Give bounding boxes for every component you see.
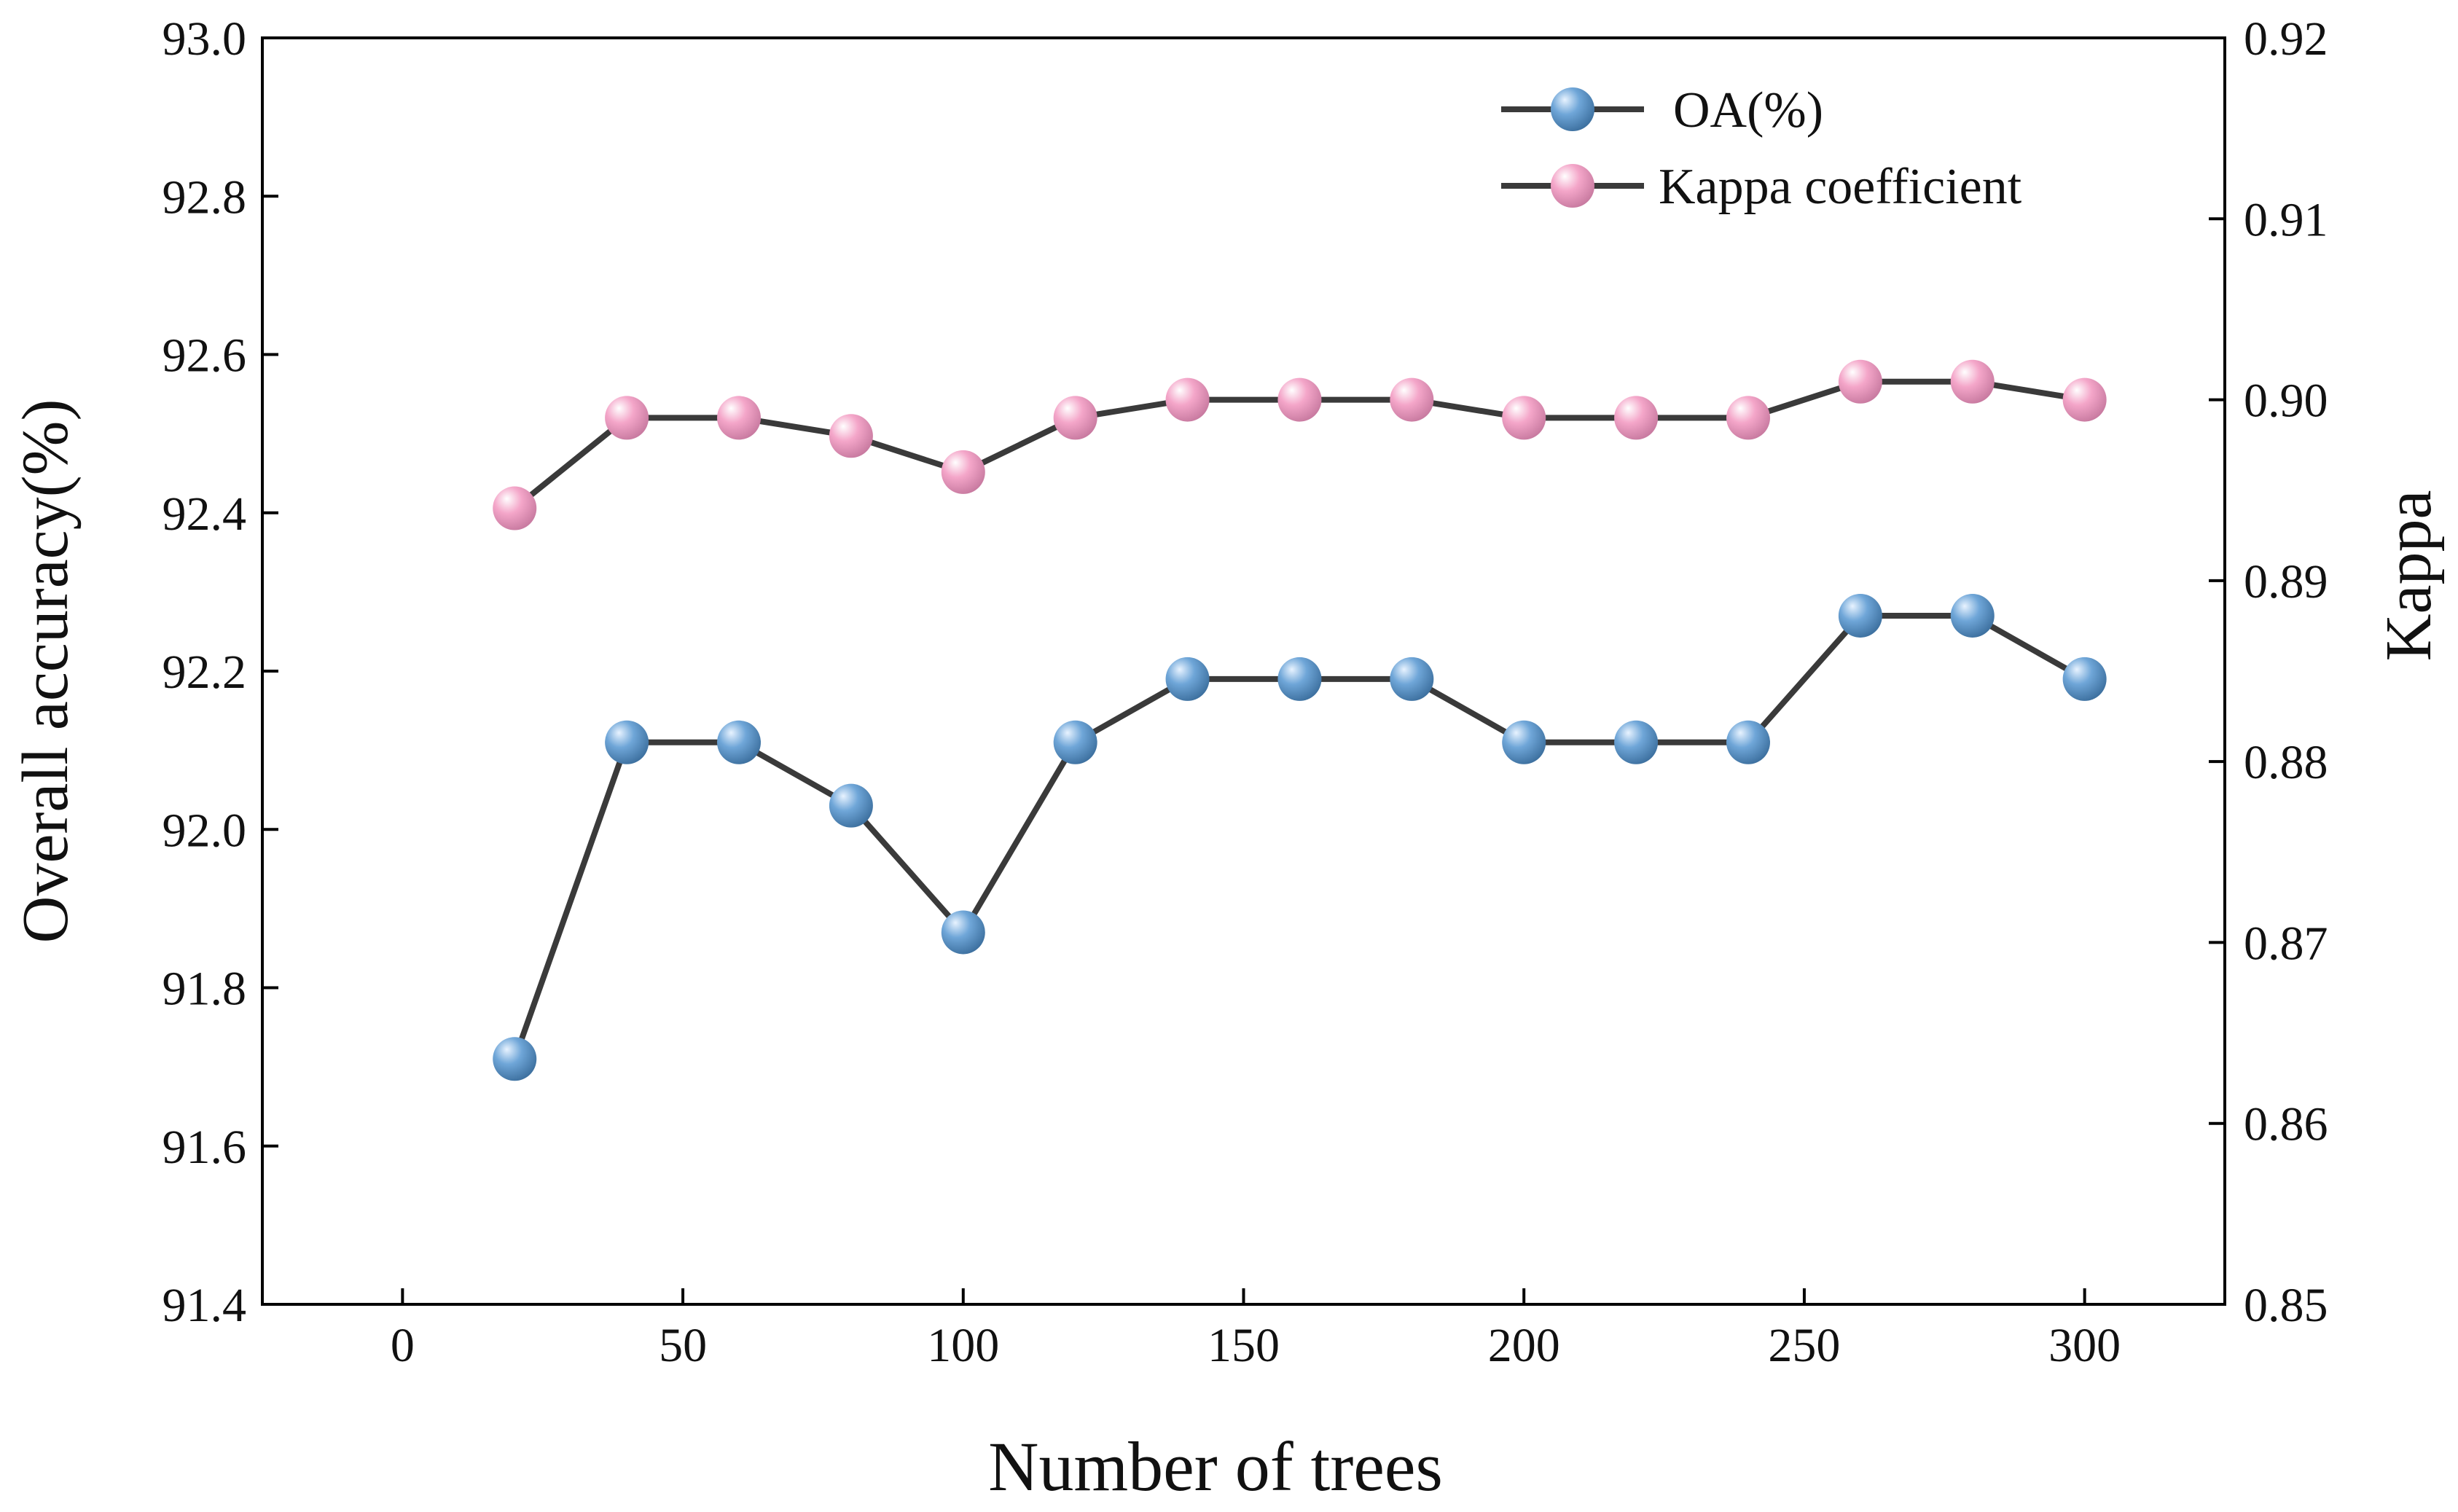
data-point-kappa [717, 396, 762, 440]
data-point-oa [717, 720, 762, 764]
data-point-oa [1838, 593, 1882, 638]
right-y-axis-ticks: 0.85 0.86 0.87 0.88 0.89 0.90 0.91 0.92 [2209, 12, 2328, 1332]
data-point-oa [1726, 720, 1770, 764]
data-point-kappa [1277, 377, 1322, 422]
left-y-tick-label: 91.4 [163, 1279, 247, 1332]
data-point-kappa [1726, 396, 1770, 440]
data-point-kappa [2062, 377, 2107, 422]
data-point-oa [1502, 720, 1546, 764]
data-point-oa [1053, 720, 1097, 764]
data-point-kappa [941, 450, 985, 494]
data-point-kappa [1950, 359, 1995, 404]
left-y-tick-label: 91.6 [163, 1121, 247, 1174]
legend-label-kappa: Kappa coefficient [1659, 159, 2022, 215]
data-point-kappa [1838, 359, 1882, 404]
x-tick-label: 50 [659, 1319, 707, 1372]
right-y-tick-label: 0.90 [2244, 375, 2328, 428]
left-y-tick-label: 92.2 [163, 646, 247, 699]
left-y-tick-label: 92.8 [163, 171, 247, 224]
left-y-axis-ticks: 91.4 91.6 91.8 92.0 92.2 92.4 92.6 92.8 93.0 [163, 12, 278, 1332]
data-point-kappa [605, 396, 649, 440]
x-tick-label: 150 [1208, 1319, 1280, 1372]
left-y-axis-title: Overall accuracy(%) [9, 399, 82, 944]
x-tick-label: 0 [391, 1319, 415, 1372]
legend: OA(%) Kappa coefficient [1501, 82, 2022, 215]
right-y-axis-title: Kappa [2373, 490, 2445, 662]
data-point-oa [1614, 720, 1659, 764]
data-point-oa [1277, 657, 1322, 701]
legend-item-kappa: Kappa coefficient [1501, 159, 2022, 215]
data-point-oa [2062, 657, 2107, 701]
right-y-tick-label: 0.85 [2244, 1279, 2328, 1332]
data-point-oa [1390, 657, 1434, 701]
left-y-tick-label: 92.4 [163, 487, 247, 541]
left-y-tick-label: 92.0 [163, 804, 247, 857]
legend-label-oa: OA(%) [1673, 82, 1823, 138]
legend-item-oa: OA(%) [1501, 82, 1823, 138]
right-y-tick-label: 0.89 [2244, 555, 2328, 608]
data-point-kappa [829, 414, 873, 458]
left-y-tick-label: 92.6 [163, 329, 247, 383]
data-point-kappa [493, 486, 537, 530]
data-point-kappa [1053, 396, 1097, 440]
data-point-kappa [1502, 396, 1546, 440]
left-y-tick-label: 91.8 [163, 963, 247, 1016]
series-layer [493, 359, 2107, 1081]
data-point-oa [1165, 657, 1210, 701]
right-y-tick-label: 0.86 [2244, 1098, 2328, 1151]
x-axis-ticks: 0 50 100 150 200 250 300 [391, 1288, 2121, 1372]
data-point-kappa [1390, 377, 1434, 422]
data-point-oa [1950, 593, 1995, 638]
right-y-tick-label: 0.92 [2244, 12, 2328, 66]
data-point-oa [493, 1037, 537, 1081]
plot-frame [261, 36, 2226, 1306]
data-point-kappa [1165, 377, 1210, 422]
left-y-tick-label: 93.0 [163, 12, 247, 66]
x-tick-label: 300 [2048, 1319, 2121, 1372]
right-y-tick-label: 0.88 [2244, 736, 2328, 789]
right-y-tick-label: 0.91 [2244, 193, 2328, 246]
x-tick-label: 100 [927, 1319, 999, 1372]
legend-marker-kappa [1551, 164, 1594, 208]
x-axis-title: Number of trees [988, 1427, 1443, 1505]
data-point-kappa [1614, 396, 1659, 440]
legend-marker-oa [1551, 87, 1594, 131]
data-point-oa [829, 783, 873, 828]
x-tick-label: 200 [1488, 1319, 1560, 1372]
data-point-oa [941, 910, 985, 955]
data-point-oa [605, 720, 649, 764]
right-y-tick-label: 0.87 [2244, 917, 2328, 970]
x-tick-label: 250 [1768, 1319, 1840, 1372]
